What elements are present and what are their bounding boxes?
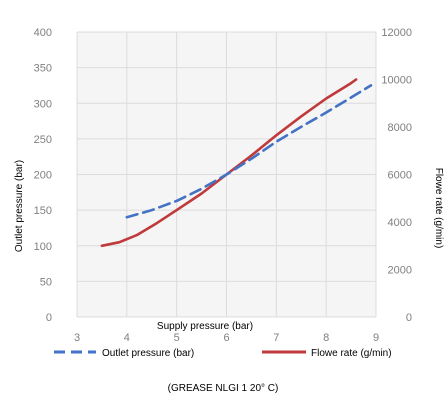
right-y-tick-label: 10000	[381, 75, 412, 87]
series-line-outlet-pressure	[125, 84, 373, 219]
left-y-tick-label: 50	[40, 276, 52, 288]
right-y-tick-label: 2000	[388, 265, 412, 277]
left-y-tick-label: 400	[34, 27, 52, 39]
left-y-tick-label: 100	[34, 241, 52, 253]
left-y-tick-label: 300	[34, 98, 52, 110]
left-y-axis-tick-labels: 0 50 100 150 200 250 300 350 400	[34, 27, 52, 324]
x-tick-label: 6	[223, 332, 229, 344]
x-axis-title: Supply pressure (bar)	[157, 321, 253, 332]
left-y-tick-label: 200	[34, 170, 52, 182]
left-y-axis-title: Outlet pressure (bar)	[14, 160, 25, 252]
x-tick-label: 7	[273, 332, 279, 344]
legend-label-outlet-pressure: Outlet pressure (bar)	[102, 348, 194, 359]
series-lines	[100, 78, 373, 248]
right-y-axis-title: Flowe rate (g/min)	[433, 168, 444, 249]
right-y-axis-tick-labels: 0 2000 4000 6000 8000 10000 12000	[381, 27, 412, 324]
x-axis-tick-labels: 3 4 5 6 7 8 9	[74, 332, 379, 344]
right-y-tick-label: 12000	[381, 27, 412, 39]
x-tick-label: 8	[323, 332, 329, 344]
chart-caption: (GREASE NLGI 1 20° C)	[167, 383, 279, 394]
legend-label-flow-rate: Flowe rate (g/min)	[311, 348, 392, 359]
x-tick-label: 3	[74, 332, 80, 344]
left-y-tick-label: 0	[46, 312, 52, 324]
right-y-tick-label: 8000	[388, 122, 412, 134]
left-y-tick-label: 350	[34, 63, 52, 75]
left-y-tick-label: 150	[34, 205, 52, 217]
x-tick-label: 4	[124, 332, 130, 344]
grid-lines	[76, 31, 377, 318]
right-y-tick-label: 0	[406, 312, 412, 324]
right-y-tick-label: 6000	[388, 170, 412, 182]
x-tick-label: 9	[373, 332, 379, 344]
x-tick-label: 5	[174, 332, 180, 344]
left-y-tick-label: 250	[34, 134, 52, 146]
right-y-tick-label: 4000	[388, 217, 412, 229]
legend: Outlet pressure (bar) Flowe rate (g/min)	[54, 348, 392, 359]
